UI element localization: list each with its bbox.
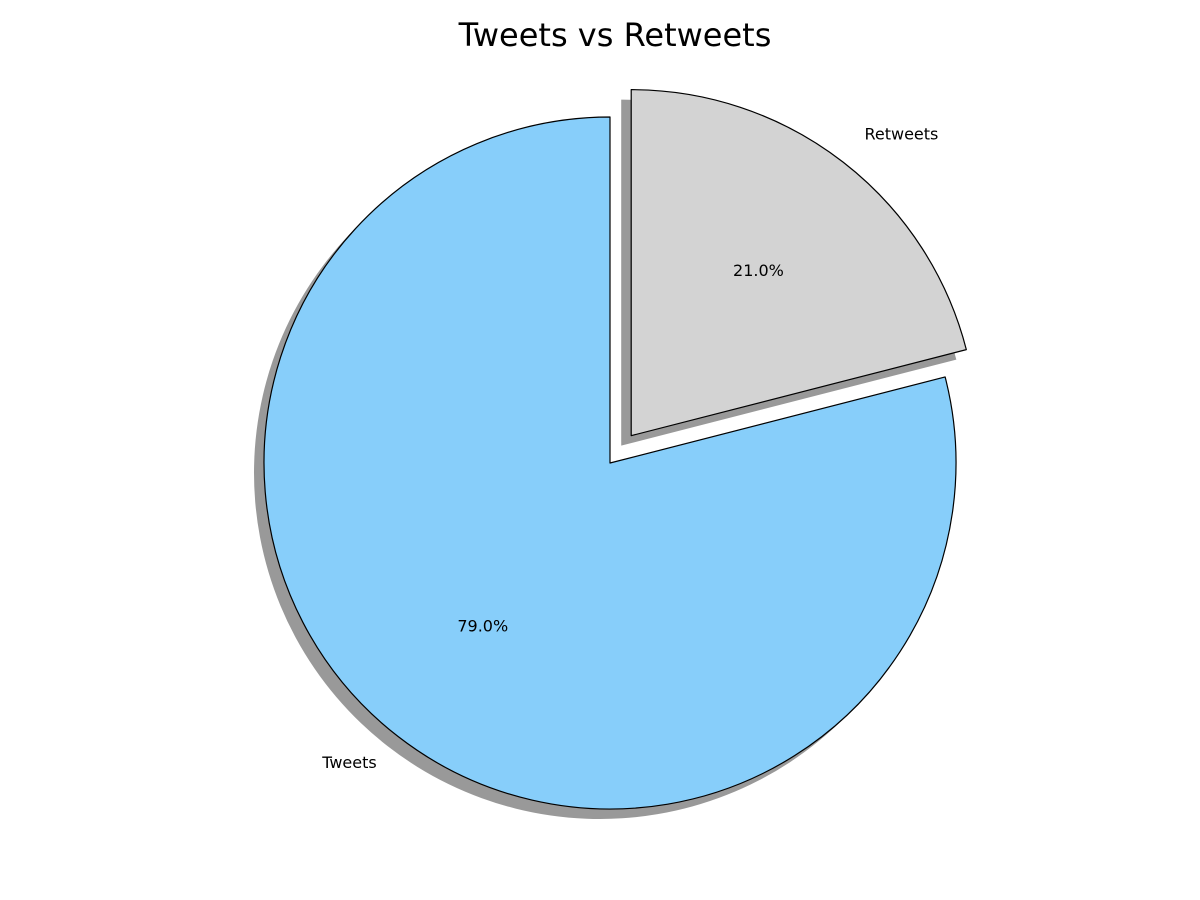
slice-percent-tweets: 79.0% xyxy=(457,617,508,636)
pie-label-layer: Tweets 79.0% Retweets 21.0% xyxy=(321,124,938,772)
pie-slice-layer xyxy=(263,89,967,810)
slice-label-tweets: Tweets xyxy=(321,753,377,772)
slice-percent-retweets: 21.0% xyxy=(733,261,784,280)
pie-slice-tweets xyxy=(263,116,957,810)
slice-label-retweets: Retweets xyxy=(864,124,938,143)
chart-title: Tweets vs Retweets xyxy=(458,16,772,54)
pie-slice-retweets xyxy=(630,89,967,437)
